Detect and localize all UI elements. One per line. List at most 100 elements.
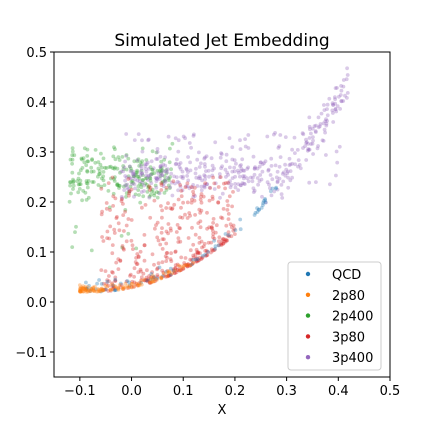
scatter-point — [126, 286, 131, 290]
scatter-point — [86, 195, 91, 200]
scatter-point — [68, 180, 72, 185]
scatter-point — [335, 104, 340, 108]
scatter-point — [328, 182, 332, 187]
scatter-point — [228, 185, 233, 190]
scatter-point — [81, 289, 86, 294]
scatter-point — [185, 264, 190, 269]
scatter-point — [226, 233, 231, 238]
x-tick-label: 0.2 — [225, 384, 246, 399]
scatter-point — [124, 132, 129, 136]
scatter-point — [169, 251, 174, 256]
scatter-point — [163, 254, 168, 259]
scatter-point — [137, 176, 142, 181]
scatter-point — [68, 183, 72, 188]
scatter-point — [166, 176, 171, 181]
scatter-point — [82, 160, 87, 165]
scatter-point — [160, 247, 165, 251]
scatter-point — [172, 174, 177, 179]
scatter-point — [194, 256, 198, 261]
scatter-point — [164, 185, 169, 190]
scatter-point — [107, 205, 112, 210]
scatter-point — [321, 139, 326, 143]
scatter-point — [185, 216, 190, 220]
scatter-point — [228, 222, 233, 227]
scatter-point — [126, 187, 131, 192]
scatter-point — [156, 190, 161, 195]
scatter-point — [135, 178, 140, 183]
scatter-point — [124, 239, 129, 244]
scatter-point — [298, 166, 303, 171]
scatter-point — [83, 285, 88, 289]
scatter-point — [85, 147, 90, 152]
scatter-point — [144, 278, 148, 282]
scatter-point — [86, 159, 90, 164]
scatter-point — [200, 178, 205, 183]
scatter-point — [127, 189, 132, 194]
scatter-point — [165, 251, 170, 255]
scatter-point — [149, 272, 154, 276]
scatter-point — [212, 166, 216, 171]
scatter-point — [84, 290, 89, 294]
scatter-point — [99, 268, 104, 272]
scatter-point — [133, 177, 137, 182]
scatter-point — [228, 179, 232, 184]
scatter-point — [178, 161, 183, 165]
scatter-point — [179, 264, 184, 269]
scatter-point — [117, 158, 122, 162]
scatter-point — [92, 288, 97, 293]
scatter-point — [151, 275, 156, 280]
scatter-point — [310, 126, 315, 131]
scatter-point — [188, 213, 193, 218]
scatter-point — [78, 178, 83, 183]
scatter-point — [174, 230, 179, 234]
scatter-point — [85, 169, 90, 173]
scatter-point — [166, 222, 171, 226]
scatter-point — [226, 212, 231, 216]
scatter-point — [155, 177, 160, 182]
scatter-point — [232, 158, 237, 163]
scatter-point — [144, 167, 148, 172]
scatter-point — [154, 278, 159, 282]
scatter-point — [105, 229, 110, 234]
scatter-point — [143, 203, 148, 207]
scatter-point — [200, 256, 204, 261]
scatter-point — [143, 176, 148, 181]
scatter-point — [126, 174, 131, 179]
scatter-point — [84, 286, 89, 291]
scatter-point — [146, 278, 151, 283]
scatter-point — [214, 223, 219, 228]
scatter-point — [256, 182, 260, 187]
scatter-point — [181, 266, 186, 271]
scatter-point — [130, 179, 135, 183]
scatter-point — [306, 142, 310, 146]
scatter-point — [198, 197, 203, 202]
scatter-point — [200, 245, 204, 250]
scatter-point — [140, 171, 145, 176]
scatter-point — [176, 138, 181, 143]
scatter-point — [178, 167, 183, 171]
scatter-point — [83, 286, 88, 291]
scatter-point — [223, 181, 228, 186]
scatter-point — [233, 232, 237, 237]
scatter-point — [175, 268, 180, 272]
scatter-point — [173, 249, 178, 254]
scatter-point — [123, 174, 128, 178]
scatter-point — [198, 225, 203, 230]
scatter-point — [331, 102, 335, 107]
scatter-point — [196, 221, 201, 226]
scatter-point — [274, 186, 278, 191]
scatter-point — [205, 182, 209, 187]
scatter-point — [157, 191, 162, 196]
scatter-point — [153, 176, 158, 180]
scatter-point — [93, 148, 98, 152]
scatter-point — [80, 198, 84, 203]
scatter-point — [156, 238, 161, 243]
scatter-point — [309, 142, 313, 146]
scatter-point — [81, 284, 86, 289]
scatter-point — [169, 228, 173, 233]
scatter-point — [202, 183, 207, 187]
scatter-point — [104, 166, 109, 170]
scatter-point — [119, 169, 124, 174]
scatter-point — [99, 184, 104, 189]
